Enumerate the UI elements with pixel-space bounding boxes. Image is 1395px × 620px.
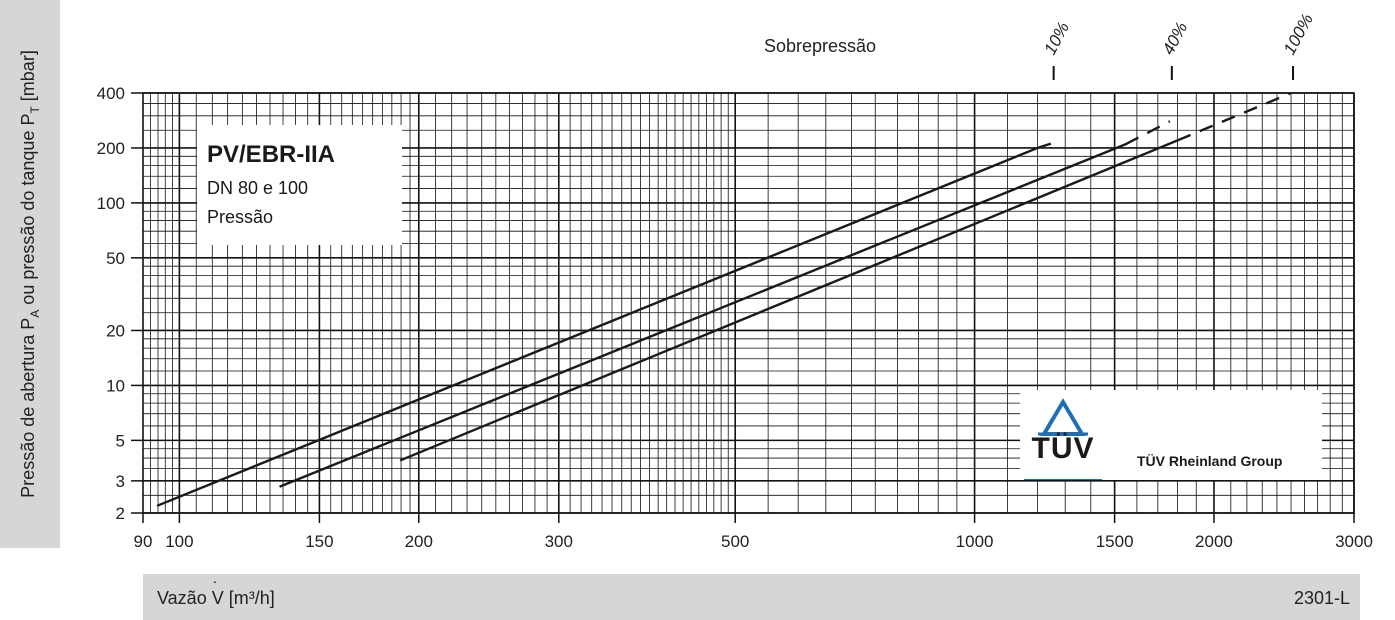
x-tick-label: 150 [305, 532, 333, 551]
overpressure-label: 100% [1280, 11, 1317, 58]
plot-frame [142, 92, 1355, 514]
x-axis-label: Vazão V [m³/h] [157, 579, 275, 609]
tuv-logo-box: TÜV TÜV Rheinland Group [1020, 390, 1322, 480]
tick-labels: 90 100 150 200 300 500 1000 1500 2000 3000 2 3 5 10 20… [97, 84, 1373, 551]
y-tick-label: 3 [116, 472, 125, 491]
x-tick-label: 100 [165, 532, 193, 551]
y-tick-label: 100 [97, 194, 125, 213]
x-tick-label: 90 [134, 532, 153, 551]
figure-code: 2301-L [1293, 588, 1350, 608]
y-axis-label-bar: Pressão de abertura PA ou pressão do tan… [0, 0, 60, 548]
chart-subtitle-size: DN 80 e 100 [207, 178, 309, 198]
x-tick-label: 1000 [956, 532, 994, 551]
y-tick-label: 400 [97, 84, 125, 103]
series-line-40% [279, 142, 1128, 488]
tuv-triangle-icon [1024, 398, 1102, 480]
legend-box: PV/EBR-IIA DN 80 e 100 Pressão [197, 125, 402, 245]
y-tick-label: 5 [116, 431, 125, 450]
overpressure-label: 10% [1040, 19, 1073, 58]
series-line-100% [399, 139, 1179, 462]
chart-subtitle-type: Pressão [207, 207, 274, 227]
series-dash-100% [1177, 91, 1292, 142]
overpressure-title: Sobrepressão [764, 36, 876, 56]
tuv-brand: TÜV [1031, 432, 1095, 465]
y-tick-label: 50 [106, 249, 125, 268]
x-tick-label: 500 [721, 532, 749, 551]
x-tick-label: 3000 [1335, 532, 1373, 551]
overpressure-labels: Sobrepressão 10% 40% 100% [764, 11, 1317, 80]
y-tick-label: 2 [116, 504, 125, 523]
chart-svg: 90 100 150 200 300 500 1000 1500 2000 3000 2 3 5 10 20… [97, 11, 1373, 551]
x-tick-label: 300 [545, 532, 573, 551]
overpressure-label: 40% [1159, 19, 1192, 58]
chart-title: PV/EBR-IIA [207, 141, 336, 168]
tuv-group-name: TÜV Rheinland Group [1137, 453, 1283, 469]
x-tick-label: 2000 [1195, 532, 1233, 551]
series-dash-10% [1037, 142, 1053, 150]
series-dash-40% [1125, 120, 1171, 146]
y-tick-label: 20 [106, 321, 125, 340]
y-tick-label: 10 [106, 376, 125, 395]
x-tick-label: 1500 [1096, 532, 1134, 551]
x-axis-label-bar: Vazão V [m³/h] 2301-L [143, 574, 1360, 620]
series-lines [156, 91, 1292, 507]
y-tick-label: 200 [97, 139, 125, 158]
series-line-10% [156, 146, 1039, 507]
x-tick-label: 200 [405, 532, 433, 551]
